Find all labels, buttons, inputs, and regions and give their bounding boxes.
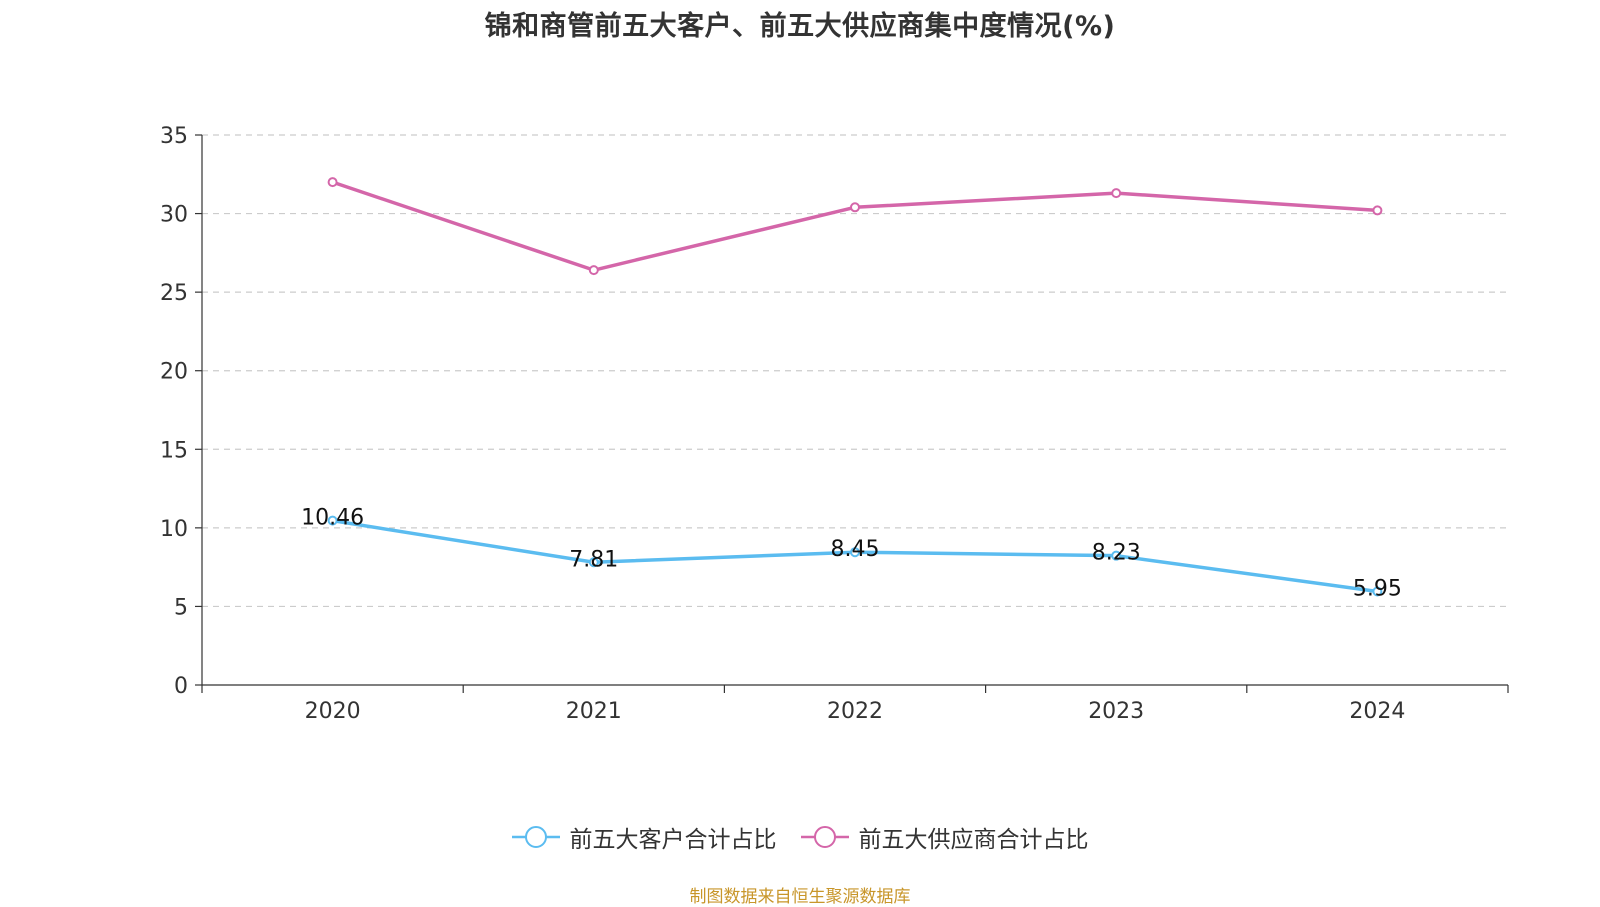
x-tick-label: 2023 [1088, 699, 1144, 724]
line-chart: 0 5 10 15 20 25 30 35 2020 2021 2022 2023 2024 10.46 7… [160, 124, 1509, 724]
series-line-suppliers [332, 180, 1378, 272]
x-tick-label: 2020 [305, 699, 361, 724]
legend-marker-customers [511, 826, 560, 848]
data-label-customers: 8.23 [1092, 541, 1141, 566]
legend-label-customers: 前五大客户合计占比 [569, 827, 777, 853]
data-point-suppliers [1372, 205, 1383, 216]
legend: 前五大客户合计占比 前五大供应商合计占比 [0, 820, 1600, 854]
data-point-customers [327, 515, 338, 526]
data-point-suppliers [850, 202, 860, 213]
data-point-suppliers [588, 265, 599, 276]
x-tick-label: 2024 [1349, 699, 1405, 724]
y-tick-label: 20 [160, 360, 188, 385]
source-note: 制图数据来自恒生聚源数据库 [689, 887, 911, 907]
y-tick-label: 0 [174, 674, 188, 699]
y-tick-label: 10 [160, 517, 188, 542]
x-tick-label: 2022 [827, 699, 883, 724]
chart-title: 锦和商管前五大客户、前五大供应商集中度情况(%) [484, 11, 1116, 42]
y-tick-label: 30 [160, 203, 188, 228]
data-label-customers: 5.95 [1353, 577, 1402, 602]
data-point-suppliers [1111, 188, 1122, 199]
data-label-customers: 10.46 [301, 506, 364, 531]
data-point-customers [850, 547, 860, 558]
data-point-customers [588, 557, 599, 568]
data-label-customers: 8.45 [831, 537, 880, 562]
y-tick-label: 15 [160, 438, 188, 463]
data-point-suppliers [327, 177, 338, 188]
legend-circle-suppliers [813, 826, 836, 848]
legend-label-suppliers: 前五大供应商合计占比 [858, 827, 1089, 853]
legend-item-suppliers[interactable]: 前五大供应商合计占比 [800, 820, 1089, 854]
legend-marker-suppliers [800, 826, 849, 848]
x-tick-label: 2021 [566, 699, 622, 724]
legend-circle-customers [524, 826, 547, 848]
legend-item-customers[interactable]: 前五大客户合计占比 [511, 820, 777, 854]
data-point-customers [1111, 550, 1122, 561]
y-tick-label: 5 [174, 595, 188, 620]
data-label-customers: 7.81 [569, 547, 618, 572]
y-tick-label: 35 [160, 124, 188, 149]
y-tick-label: 25 [160, 281, 188, 306]
data-point-customers [1372, 586, 1383, 597]
